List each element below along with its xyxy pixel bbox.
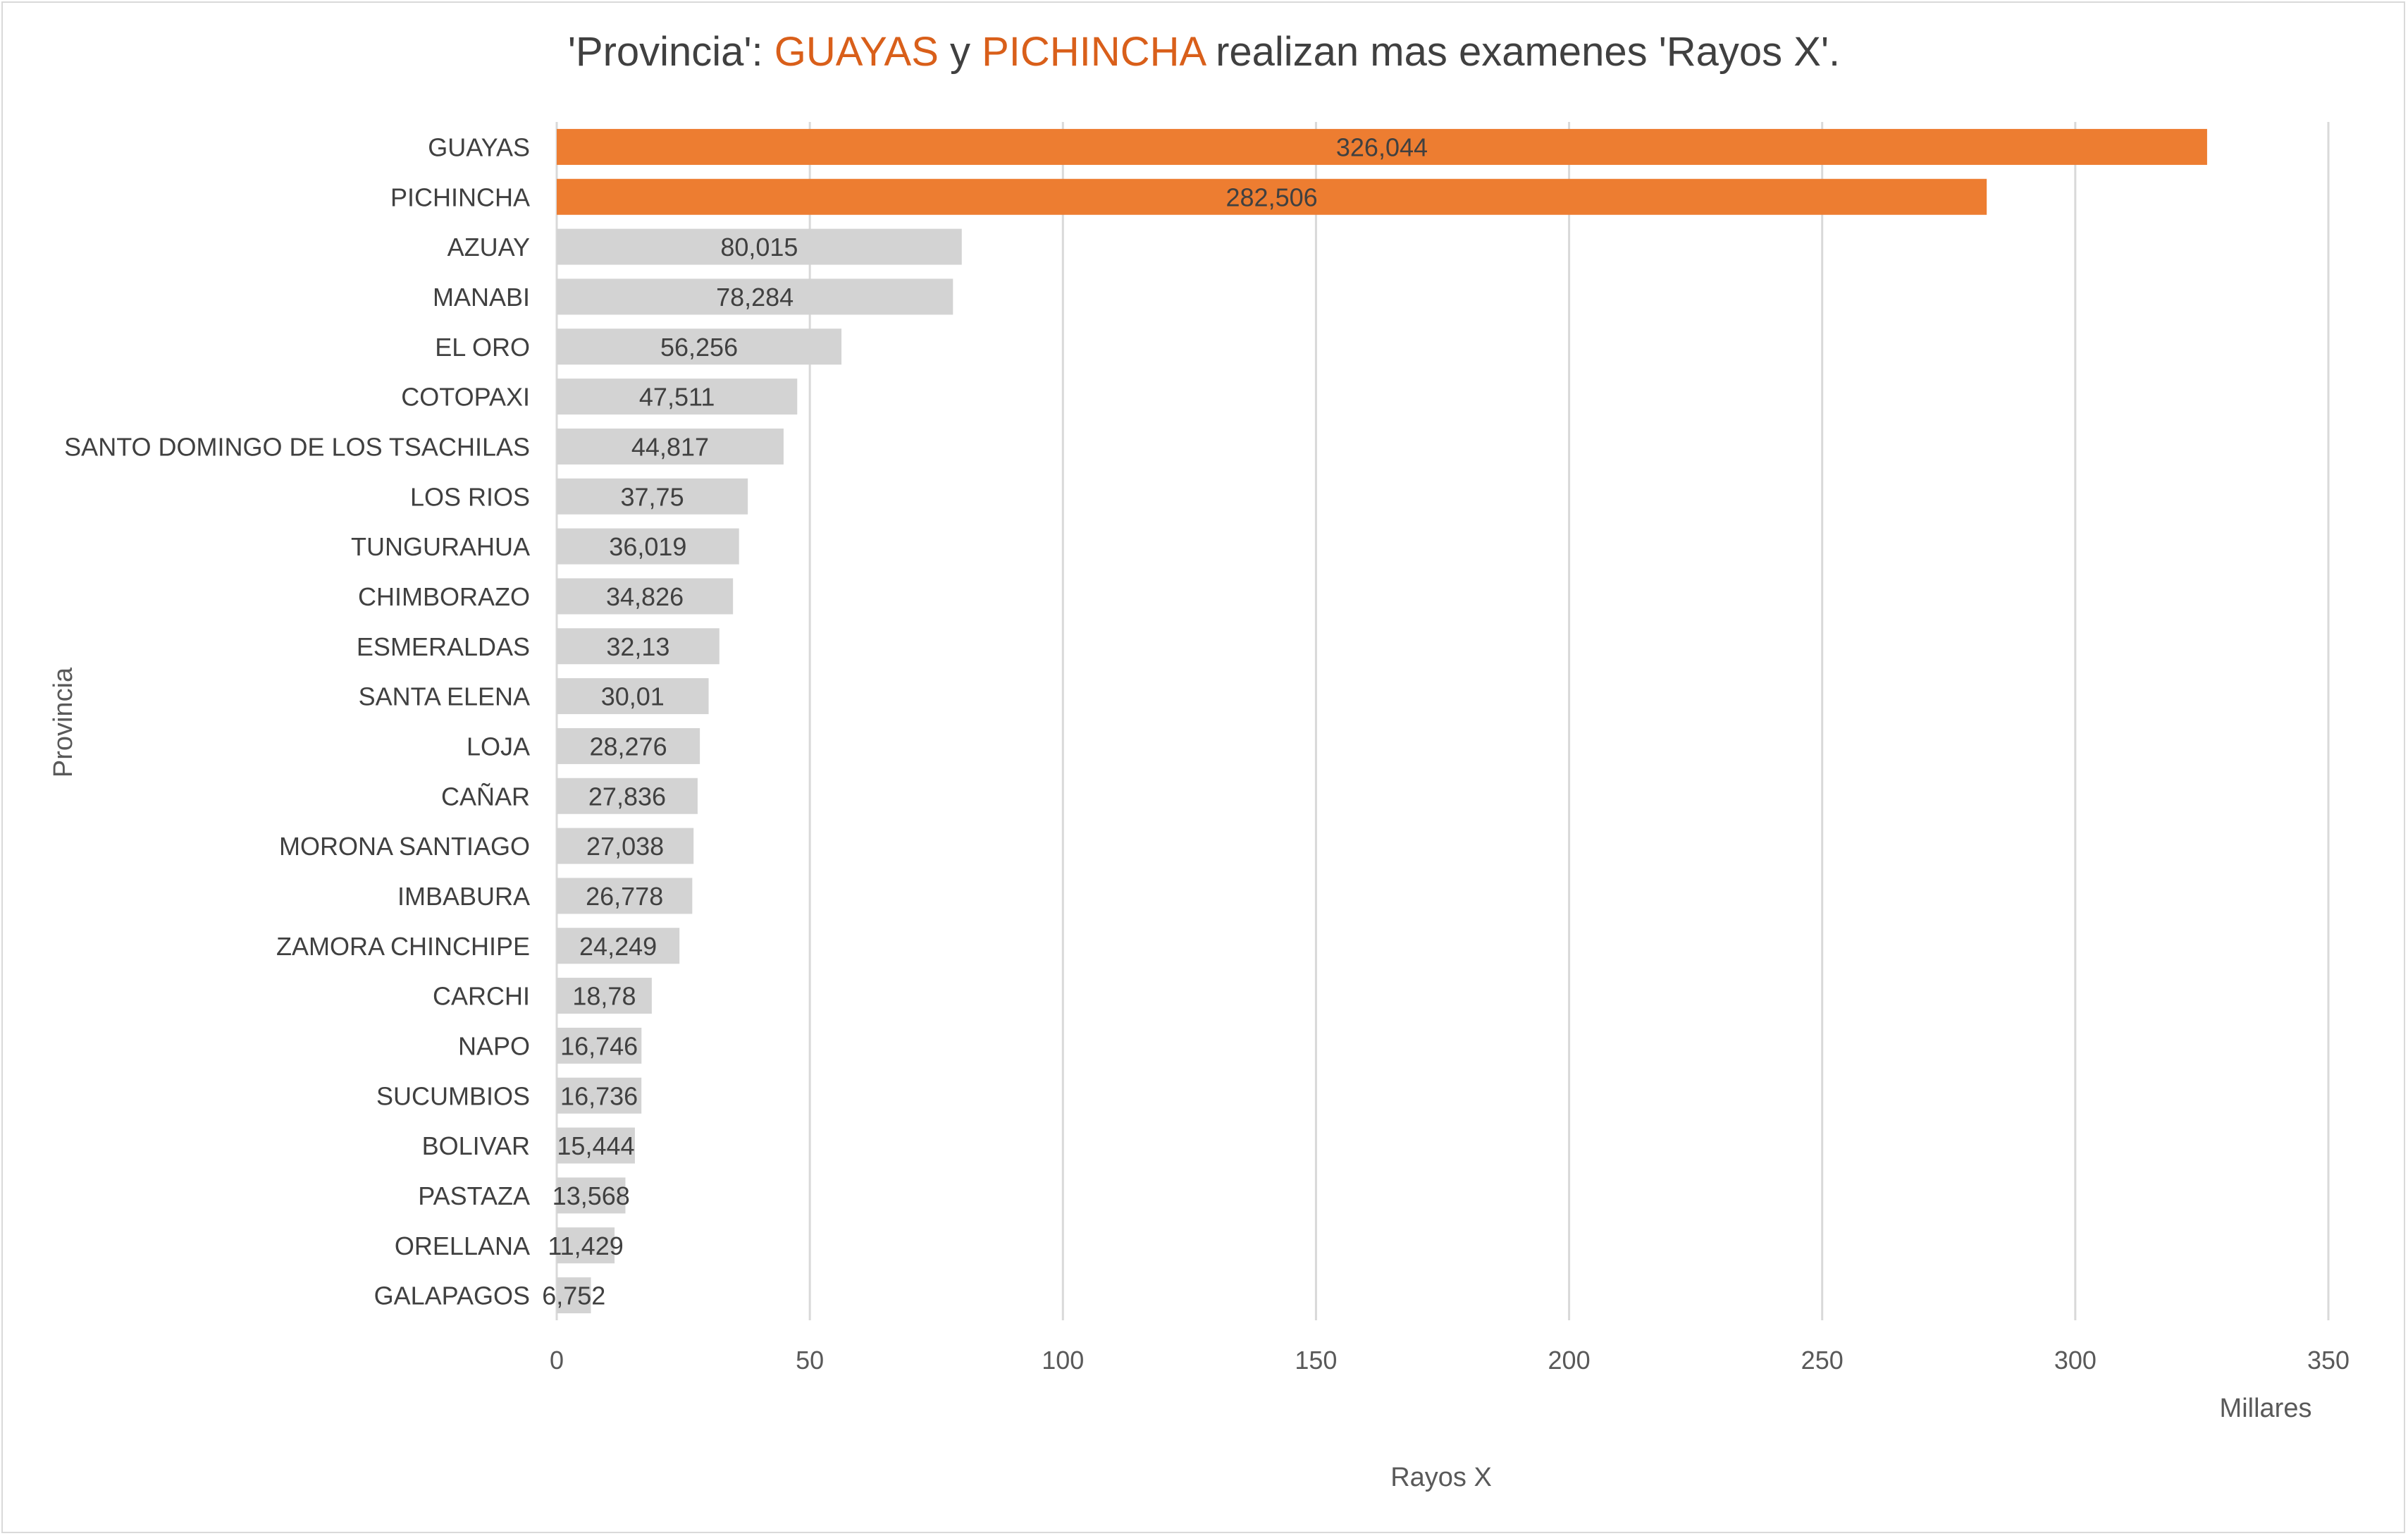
bar <box>557 578 734 615</box>
title-highlight-pichincha: PICHINCHA <box>982 29 1204 75</box>
category-label: NAPO <box>458 1031 530 1060</box>
data-label: 78,284 <box>716 283 794 312</box>
category-label: AZUAY <box>447 233 530 262</box>
bar <box>557 1127 635 1164</box>
bar <box>557 978 652 1014</box>
bar <box>557 928 680 964</box>
category-label: EL ORO <box>435 333 530 362</box>
bar <box>557 1277 591 1314</box>
category-label: MANABI <box>433 283 530 312</box>
category-label: BOLIVAR <box>422 1131 530 1160</box>
data-label: 16,736 <box>560 1081 638 1110</box>
bar <box>557 428 784 465</box>
data-label: 282,506 <box>1226 183 1318 211</box>
bar <box>557 727 700 764</box>
x-tick-label: 250 <box>1801 1346 1844 1375</box>
category-label: SANTO DOMINGO DE LOS TSACHILAS <box>64 432 530 461</box>
bar <box>557 628 720 665</box>
bar <box>557 678 709 715</box>
category-label: PASTAZA <box>418 1181 530 1210</box>
category-label: PICHINCHA <box>390 183 530 211</box>
category-label: CHIMBORAZO <box>358 582 530 611</box>
data-label: 27,836 <box>588 782 666 811</box>
bar <box>557 778 698 814</box>
x-unit-label: Millares <box>2220 1394 2312 1423</box>
category-label: ORELLANA <box>395 1231 530 1260</box>
category-label: TUNGURAHUA <box>351 532 530 561</box>
bar <box>557 1227 615 1264</box>
bar <box>557 328 842 365</box>
x-tick-label: 100 <box>1042 1346 1084 1375</box>
bar <box>557 228 962 265</box>
data-label: 326,044 <box>1336 133 1428 161</box>
bar <box>557 379 798 415</box>
data-label: 26,778 <box>586 882 663 911</box>
title-prefix: 'Provincia': <box>567 29 774 75</box>
data-label: 24,249 <box>579 932 657 961</box>
category-label: GALAPAGOS <box>374 1282 530 1310</box>
x-tick-labels: 0 50 100 150 200 250 300 350 <box>550 1346 2350 1375</box>
category-labels: GUAYAS PICHINCHA AZUAY MANABI EL ORO COTOPAXI… <box>64 133 530 1310</box>
category-label: SUCUMBIOS <box>376 1081 530 1110</box>
title-highlight-guayas: GUAYAS <box>774 29 939 75</box>
x-tick-label: 200 <box>1548 1346 1591 1375</box>
bar <box>557 278 953 315</box>
data-label: 15,444 <box>557 1131 634 1160</box>
data-label: 18,78 <box>572 982 636 1011</box>
category-label: ESMERALDAS <box>357 632 530 661</box>
data-label: 80,015 <box>720 233 798 262</box>
data-label: 6,752 <box>542 1282 605 1310</box>
bar <box>557 128 2207 165</box>
data-label: 34,826 <box>606 582 684 611</box>
bar <box>557 478 748 515</box>
data-label: 27,038 <box>586 832 664 861</box>
category-label: GUAYAS <box>428 133 530 161</box>
category-label: ZAMORA CHINCHIPE <box>276 932 530 961</box>
category-label: MORONA SANTIAGO <box>279 832 530 861</box>
title-suffix: realizan mas examenes 'Rayos X'. <box>1204 29 1841 75</box>
bar <box>557 1077 642 1114</box>
category-label: CARCHI <box>433 982 530 1011</box>
data-label: 30,01 <box>601 682 665 711</box>
data-label: 44,817 <box>631 432 709 461</box>
data-label: 56,256 <box>660 333 738 362</box>
bar <box>557 878 693 914</box>
data-label: 16,746 <box>560 1031 638 1060</box>
category-label: COTOPAXI <box>401 383 530 412</box>
category-label: SANTA ELENA <box>359 682 530 711</box>
data-label: 47,511 <box>639 383 715 412</box>
x-tick-label: 150 <box>1295 1346 1337 1375</box>
data-label: 28,276 <box>589 732 667 761</box>
x-tick-label: 50 <box>796 1346 824 1375</box>
title-mid: y <box>938 29 982 75</box>
data-label: 36,019 <box>609 532 686 561</box>
bar <box>557 1027 642 1064</box>
x-tick-label: 300 <box>2054 1346 2097 1375</box>
bar <box>557 178 1987 215</box>
category-label: CAÑAR <box>441 782 530 811</box>
x-tick-label: 350 <box>2307 1346 2350 1375</box>
chart-title: 'Provincia': GUAYAS y PICHINCHA realizan… <box>0 28 2408 75</box>
bar <box>557 1177 626 1214</box>
category-label: LOS RIOS <box>410 482 530 511</box>
data-labels: 326,044 282,506 80,015 78,284 56,256 47,511 44… <box>542 133 1428 1310</box>
bar <box>557 828 694 864</box>
category-label: IMBABURA <box>397 882 530 911</box>
x-axis-title: Rayos X <box>1390 1463 1492 1492</box>
x-tick-label: 0 <box>550 1346 564 1375</box>
y-axis-title: Provincia <box>49 667 78 778</box>
data-label: 37,75 <box>621 482 684 511</box>
data-label: 32,13 <box>606 632 669 661</box>
data-label: 11,429 <box>548 1231 623 1260</box>
category-label: LOJA <box>467 732 530 761</box>
bars <box>557 128 2207 1314</box>
data-label: 13,568 <box>552 1181 630 1210</box>
gridlines <box>555 122 2330 1320</box>
bar <box>557 528 739 565</box>
